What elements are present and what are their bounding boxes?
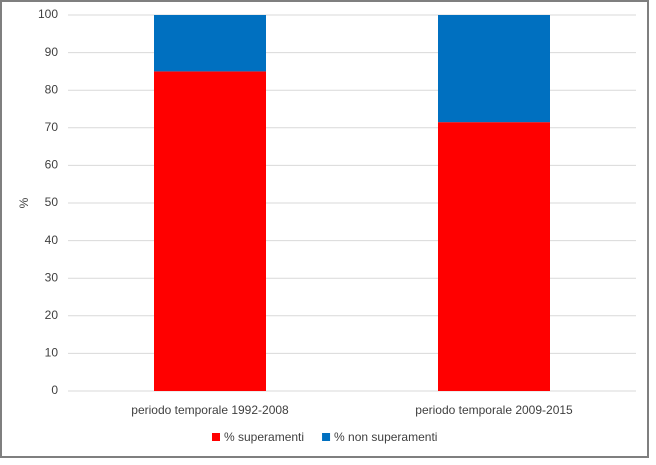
- x-tick-label: periodo temporale 2009-2015: [415, 403, 573, 417]
- y-tick-label: 80: [45, 82, 59, 96]
- y-tick-label: 10: [45, 346, 59, 360]
- y-tick-label: 50: [45, 195, 59, 209]
- y-tick-label: 20: [45, 308, 59, 322]
- y-tick-label: 90: [45, 45, 59, 59]
- legend-swatch: [322, 433, 331, 441]
- chart-border: [0, 0, 649, 458]
- legend-label: % non superamenti: [334, 430, 437, 444]
- bar-segment: [154, 71, 266, 392]
- y-tick-label: 40: [45, 233, 59, 247]
- bar-segment: [154, 15, 266, 72]
- y-tick-label: 30: [45, 270, 59, 284]
- legend-swatch: [212, 433, 220, 441]
- x-tick-label: periodo temporale 1992-2008: [131, 403, 289, 417]
- legend-label: % superamenti: [224, 430, 304, 444]
- y-tick-label: 100: [38, 7, 58, 21]
- y-tick-label: 60: [45, 158, 59, 172]
- y-tick-label: 70: [45, 120, 59, 134]
- y-tick-label: 0: [51, 383, 58, 397]
- y-axis-label: %: [17, 197, 31, 208]
- bar-segment: [438, 15, 550, 123]
- bar-segment: [438, 122, 550, 391]
